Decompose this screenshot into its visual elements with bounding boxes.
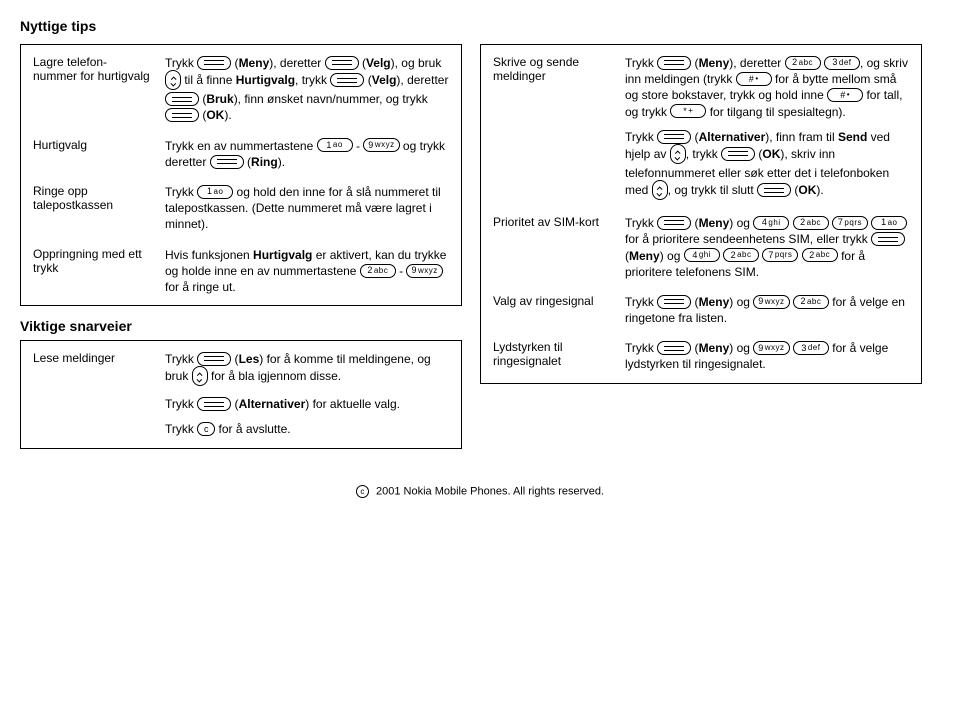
row-body: Trykk (Meny), deretter 2abc 3def, og skr… (625, 55, 909, 201)
softkey-icon (657, 295, 691, 309)
row-label: Lagre telefon-nummer for hurtigvalg (33, 55, 151, 124)
content-columns: Lagre telefon-nummer for hurtigvalgTrykk… (20, 44, 940, 449)
key-9-icon: 9wxyz (753, 295, 789, 309)
key-2-icon: 2abc (802, 248, 838, 262)
row-body: Trykk en av nummertastene 1ao - 9wxyz og… (165, 138, 449, 170)
table-row: Prioritet av SIM-kortTrykk (Meny) og 4gh… (493, 215, 909, 280)
softkey-icon (197, 352, 231, 366)
key-#-icon: #• (827, 88, 863, 102)
softkey-icon (657, 341, 691, 355)
left-column: Lagre telefon-nummer for hurtigvalgTrykk… (20, 44, 462, 449)
row-body: Hvis funksjonen Hurtigvalg er aktivert, … (165, 247, 449, 296)
key-7-icon: 7pqrs (762, 248, 798, 262)
softkey-icon (657, 130, 691, 144)
row-body: Trykk (Meny), deretter (Velg), og bruk t… (165, 55, 449, 124)
key-1-icon: 1ao (871, 216, 907, 230)
row-label: Lese meldinger (33, 351, 151, 438)
key-9-icon: 9wxyz (363, 138, 399, 152)
table-row: Lese meldinger Trykk (Les) for å komme ti… (33, 351, 449, 438)
softkey-icon (165, 108, 199, 122)
row-text: Trykk (Les) for å komme til meldingene, … (165, 351, 449, 387)
scroll-key-icon (192, 366, 208, 386)
table-row: Hurtigvalg Trykk en av nummertastene 1ao … (33, 138, 449, 170)
row-body: Trykk (Meny) og 4ghi 2abc 7pqrs 1ao for … (625, 215, 909, 280)
key-7-icon: 7pqrs (832, 216, 868, 230)
scroll-key-icon (670, 144, 686, 164)
softkey-icon (325, 56, 359, 70)
row-text: Trykk (Meny), deretter 2abc 3def, og skr… (625, 55, 909, 120)
key-1-icon: 1ao (317, 138, 353, 152)
row-label: Prioritet av SIM-kort (493, 215, 611, 280)
row-body: Trykk 1ao og hold den inne for å slå num… (165, 184, 449, 233)
c-key-icon: c (197, 422, 215, 436)
row-text: Trykk (Meny) og 9wxyz 3def for å velge l… (625, 340, 909, 372)
table-row: Ringe opp talepostkassen Trykk 1ao og hol… (33, 184, 449, 233)
page-footer: c 2001 Nokia Mobile Phones. All rights r… (20, 485, 940, 498)
row-text: Trykk (Meny) og 4ghi 2abc 7pqrs 1ao for … (625, 215, 909, 280)
table-row: Lydstyrken til ringesignalet Trykk (Meny)… (493, 340, 909, 372)
row-text: Trykk (Meny), deretter (Velg), og bruk t… (165, 55, 449, 124)
row-text: Trykk en av nummertastene 1ao - 9wxyz og… (165, 138, 449, 170)
softkey-icon (871, 232, 905, 246)
row-label: Ringe opp talepostkassen (33, 184, 151, 233)
left-box-1: Lagre telefon-nummer for hurtigvalgTrykk… (20, 44, 462, 306)
row-label: Valg av ringesignal (493, 294, 611, 326)
table-row: Oppringning med ett trykk Hvis funksjonen… (33, 247, 449, 296)
softkey-icon (165, 92, 199, 106)
key-2-icon: 2abc (360, 264, 396, 278)
key-3-icon: 3def (824, 56, 860, 70)
page-title: Nyttige tips (20, 18, 940, 34)
softkey-icon (657, 56, 691, 70)
key-2-icon: 2abc (723, 248, 759, 262)
key-3-icon: 3def (793, 341, 829, 355)
key-1-icon: 1ao (197, 185, 233, 199)
key-#-icon: #• (736, 72, 772, 86)
table-row: Skrive og sende meldingerTrykk (Meny), d… (493, 55, 909, 201)
section-title-shortcuts: Viktige snarveier (20, 318, 462, 334)
row-text: Trykk 1ao og hold den inne for å slå num… (165, 184, 449, 233)
key-4-icon: 4ghi (753, 216, 789, 230)
row-label: Lydstyrken til ringesignalet (493, 340, 611, 372)
key-2-icon: 2abc (793, 295, 829, 309)
row-text: Trykk c for å avslutte. (165, 421, 449, 437)
table-row: Valg av ringesignal Trykk (Meny) og 9wxyz… (493, 294, 909, 326)
row-text: Trykk (Alternativer) for aktuelle valg. (165, 396, 449, 412)
table-row: Lagre telefon-nummer for hurtigvalgTrykk… (33, 55, 449, 124)
softkey-icon (210, 155, 244, 169)
row-text: Trykk (Meny) og 9wxyz 2abc for å velge e… (625, 294, 909, 326)
row-label: Oppringning med ett trykk (33, 247, 151, 296)
key-2-icon: 2abc (793, 216, 829, 230)
key-*-icon: *+ (670, 104, 706, 118)
softkey-icon (197, 56, 231, 70)
row-label: Skrive og sende meldinger (493, 55, 611, 201)
softkey-icon (330, 73, 364, 87)
row-text: Hvis funksjonen Hurtigvalg er aktivert, … (165, 247, 449, 296)
right-box: Skrive og sende meldingerTrykk (Meny), d… (480, 44, 922, 384)
key-9-icon: 9wxyz (753, 341, 789, 355)
copyright-icon: c (356, 485, 369, 498)
row-body: Trykk (Les) for å komme til meldingene, … (165, 351, 449, 438)
row-body: Trykk (Meny) og 9wxyz 2abc for å velge e… (625, 294, 909, 326)
softkey-icon (721, 147, 755, 161)
left-box-2: Lese meldinger Trykk (Les) for å komme ti… (20, 340, 462, 449)
footer-text: 2001 Nokia Mobile Phones. All rights res… (376, 485, 604, 497)
key-4-icon: 4ghi (684, 248, 720, 262)
key-9-icon: 9wxyz (406, 264, 442, 278)
softkey-icon (197, 397, 231, 411)
row-text: Trykk (Alternativer), finn fram til Send… (625, 129, 909, 201)
scroll-key-icon (165, 70, 181, 90)
row-body: Trykk (Meny) og 9wxyz 3def for å velge l… (625, 340, 909, 372)
scroll-key-icon (652, 180, 668, 200)
row-label: Hurtigvalg (33, 138, 151, 170)
key-2-icon: 2abc (785, 56, 821, 70)
right-column: Skrive og sende meldingerTrykk (Meny), d… (480, 44, 922, 384)
softkey-icon (757, 183, 791, 197)
softkey-icon (657, 216, 691, 230)
